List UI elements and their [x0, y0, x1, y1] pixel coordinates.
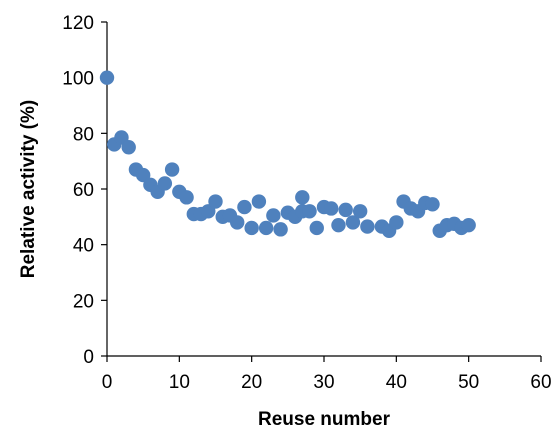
data-point: [237, 199, 252, 215]
data-point: [389, 215, 404, 230]
x-tick-label: 50: [458, 372, 479, 393]
data-point: [302, 204, 317, 219]
y-tick-label: 120: [62, 13, 94, 34]
data-point: [157, 176, 173, 191]
data-point: [208, 194, 223, 209]
data-point: [121, 140, 136, 155]
data-point: [273, 222, 288, 237]
data-point: [345, 215, 361, 230]
y-tick-label: 40: [73, 236, 94, 257]
x-axis: 0 10 20 30 40 50 60: [102, 355, 552, 393]
data-point: [425, 197, 440, 212]
data-point: [251, 194, 267, 209]
y-axis-title: Relative activity (%): [18, 100, 39, 278]
data-point: [309, 220, 324, 236]
data-point: [331, 217, 346, 233]
data-point: [179, 190, 194, 205]
y-tick-label: 100: [62, 69, 94, 90]
data-point: [461, 217, 476, 233]
y-tick-label: 60: [73, 180, 94, 201]
data-point: [258, 220, 274, 236]
data-point: [360, 219, 375, 234]
y-tick-label: 20: [73, 291, 94, 312]
y-tick-label: 80: [73, 124, 94, 145]
data-points: [99, 70, 476, 238]
data-point: [324, 201, 339, 216]
data-point: [99, 70, 115, 85]
x-tick-label: 60: [530, 372, 551, 393]
data-point: [230, 215, 245, 230]
x-tick-label: 30: [313, 372, 334, 393]
data-point: [244, 220, 259, 236]
x-tick-label: 40: [386, 372, 407, 393]
x-tick-label: 10: [169, 372, 190, 393]
data-point: [295, 190, 310, 205]
y-tick-label: 0: [83, 347, 94, 368]
data-point: [266, 208, 281, 223]
data-point: [352, 204, 368, 219]
x-axis-title: Reuse number: [258, 409, 391, 430]
x-tick-label: 20: [241, 372, 262, 393]
data-point: [338, 202, 353, 218]
x-tick-label: 0: [102, 372, 113, 393]
y-axis: 0 20 40 60 80 100 120: [62, 13, 108, 368]
data-point: [164, 162, 180, 177]
